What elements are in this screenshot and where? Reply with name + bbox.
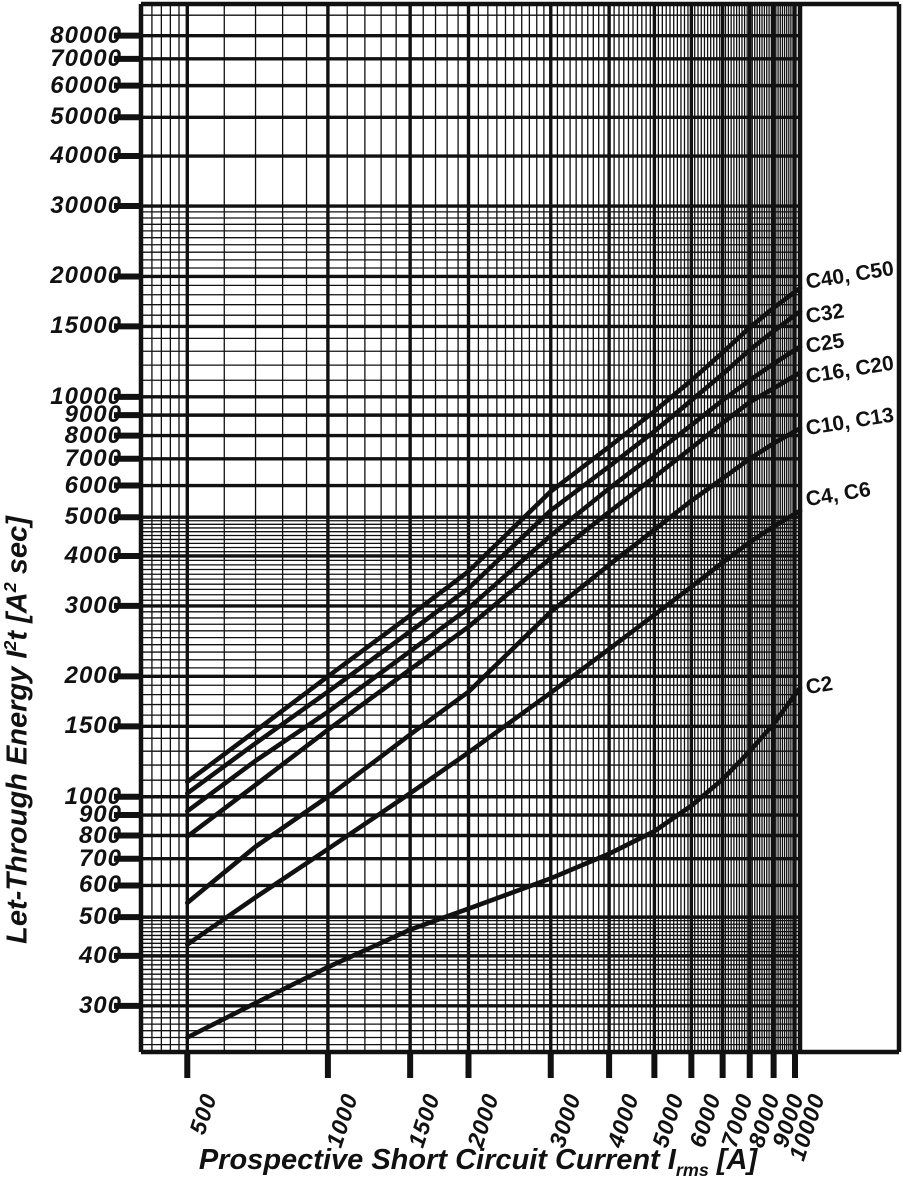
y-tick-label: 7000 bbox=[64, 444, 122, 472]
axis-title-part: 2 bbox=[0, 582, 20, 593]
y-tick-label: 300 bbox=[78, 991, 122, 1019]
curve-label-C4-C6: C4, C6 bbox=[804, 478, 872, 511]
y-tick-label: 700 bbox=[78, 844, 122, 872]
curve-C2 bbox=[185, 685, 803, 1040]
y-tick-label: 8000 bbox=[64, 421, 122, 449]
curve-C10-C13 bbox=[185, 426, 803, 906]
y-tick-label: 60000 bbox=[50, 71, 122, 99]
y-tick-label: 2000 bbox=[64, 662, 122, 690]
curve-label-C40-C50: C40, C50 bbox=[804, 257, 895, 294]
y-tick-label: 9000 bbox=[64, 401, 122, 429]
curve-label-C25: C25 bbox=[804, 329, 846, 358]
curve-label-C2: C2 bbox=[804, 672, 834, 699]
curve-C40-C50 bbox=[185, 285, 803, 785]
axis-title-part: rms bbox=[675, 1159, 709, 1180]
curve-C32 bbox=[185, 309, 803, 796]
y-tick-label: 50000 bbox=[50, 103, 122, 131]
y-tick-label: 80000 bbox=[50, 21, 122, 49]
y-tick-label: 3000 bbox=[64, 591, 122, 619]
curve-label-C32: C32 bbox=[804, 299, 846, 328]
y-tick-label: 70000 bbox=[50, 44, 122, 72]
y-tick-label: 6000 bbox=[64, 471, 122, 499]
y-tick-label: 15000 bbox=[50, 312, 122, 340]
y-axis-title: Let-Through Energy I2t [A2 sec] bbox=[0, 380, 40, 1080]
y-tick-label: 5000 bbox=[64, 503, 122, 531]
curve-C4-C6 bbox=[185, 508, 803, 947]
curve-C16-C20 bbox=[185, 370, 803, 839]
y-tick-label: 30000 bbox=[50, 192, 122, 220]
axis-title-part: Prospective Short Circuit Current I bbox=[198, 1144, 676, 1176]
axis-title-part: 2 bbox=[0, 640, 20, 651]
y-tick-label: 1500 bbox=[64, 712, 122, 740]
curve-label-C16-C20: C16, C20 bbox=[804, 352, 895, 389]
x-axis-title: Prospective Short Circuit Current Irms [… bbox=[128, 1144, 828, 1184]
y-tick-label: 20000 bbox=[50, 262, 122, 290]
axis-title-part: Let-Through Energy I bbox=[1, 650, 34, 944]
y-tick-label: 800 bbox=[78, 821, 122, 849]
y-tick-label: 4000 bbox=[64, 541, 122, 569]
curve-label-C10-C13: C10, C13 bbox=[804, 403, 895, 440]
curve-C25 bbox=[185, 344, 803, 814]
y-tick-label: 40000 bbox=[50, 142, 122, 170]
y-tick-label: 400 bbox=[78, 941, 122, 969]
axis-title-part: sec] bbox=[1, 516, 34, 583]
y-tick-label: 500 bbox=[78, 903, 122, 931]
y-tick-label: 900 bbox=[78, 801, 122, 829]
axis-title-part: t [A bbox=[1, 592, 34, 641]
y-tick-label: 600 bbox=[78, 871, 122, 899]
axis-title-part: [A] bbox=[708, 1144, 758, 1176]
y-tick-label: 1000 bbox=[64, 782, 122, 810]
y-tick-label: 10000 bbox=[50, 382, 122, 410]
